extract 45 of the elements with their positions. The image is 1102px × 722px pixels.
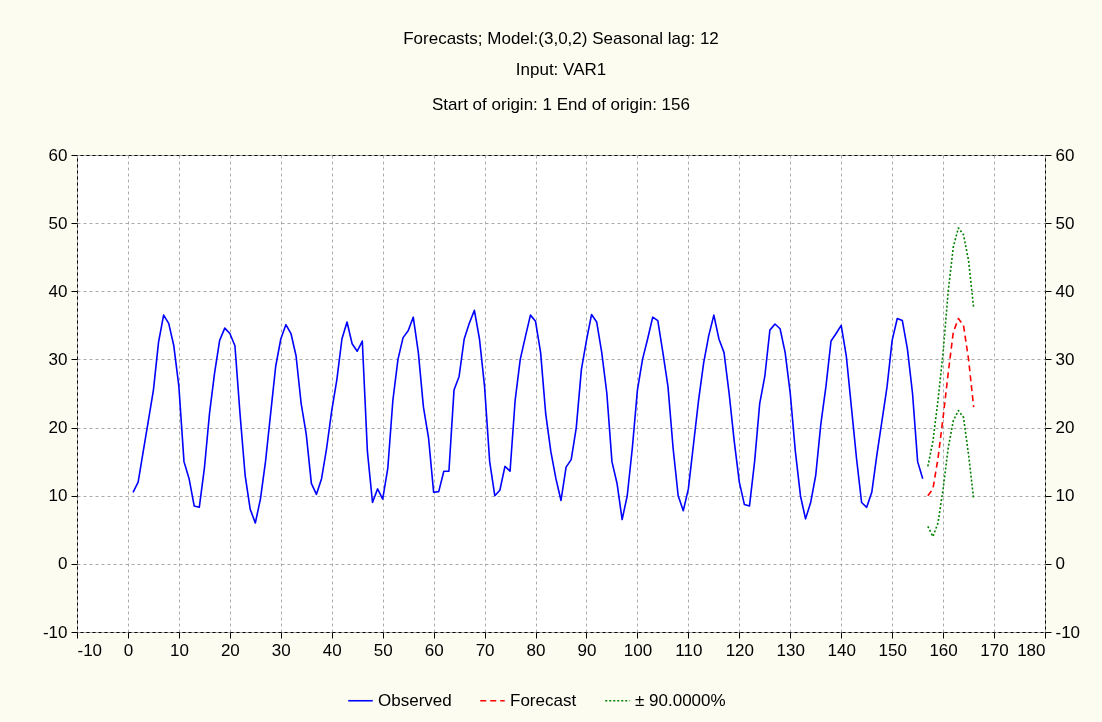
y-tick-label: 50: [48, 213, 68, 233]
x-tick-label: 140: [827, 640, 856, 660]
x-tick-label: 170: [980, 640, 1009, 660]
x-tick-label: 80: [526, 640, 546, 660]
line-series: [927, 227, 975, 468]
x-tick-label: 120: [725, 640, 754, 660]
y2-tick-label: 40: [1055, 281, 1075, 301]
x-tick-label: 90: [577, 640, 597, 660]
x-tick-label: -10: [77, 640, 103, 660]
legend-label: Observed: [378, 690, 452, 710]
x-tick-label: 70: [475, 640, 495, 660]
x-tick-label: 130: [776, 640, 805, 660]
x-tick-label: 60: [424, 640, 444, 660]
x-tick-label: 50: [373, 640, 393, 660]
y-tick-label: 0: [58, 554, 68, 574]
x-tick-label: 150: [878, 640, 907, 660]
line-series: [927, 317, 975, 497]
legend-label: ± 90.0000%: [635, 690, 726, 710]
line-series: [927, 409, 975, 538]
y2-tick-label: 10: [1055, 486, 1075, 506]
y2-tick-label: 20: [1055, 418, 1075, 438]
x-tick-label: 20: [220, 640, 240, 660]
y-tick-label: 10: [48, 486, 68, 506]
y2-tick-label: -10: [1055, 622, 1081, 642]
x-tick-label: 180: [1017, 640, 1046, 660]
y-tick-label: 30: [48, 349, 68, 369]
y-tick-label: 20: [48, 418, 68, 438]
y-tick-label: 40: [48, 281, 68, 301]
x-tick-label: 40: [322, 640, 342, 660]
y2-tick-label: 50: [1055, 213, 1075, 233]
y2-tick-label: 60: [1055, 145, 1075, 165]
x-tick-label: 160: [929, 640, 958, 660]
x-tick-label: 100: [623, 640, 653, 660]
x-tick-label: 0: [123, 640, 134, 660]
y-tick-label: -10: [42, 622, 68, 642]
x-tick-label: 110: [675, 640, 703, 660]
x-tick-label: 30: [271, 640, 291, 660]
line-series: [132, 309, 924, 524]
y2-tick-label: 30: [1055, 349, 1075, 369]
legend-label: Forecast: [510, 690, 577, 710]
x-tick-label: 10: [169, 640, 189, 660]
chart-subtitle: Input: VAR1 Start of origin: 1 End of origin: 156: [432, 60, 690, 114]
chart-title: Forecasts; Model:(3,0,2) Seasonal lag: 12: [403, 29, 719, 48]
y2-tick-label: 0: [1055, 554, 1065, 574]
y-tick-label: 60: [48, 145, 68, 165]
